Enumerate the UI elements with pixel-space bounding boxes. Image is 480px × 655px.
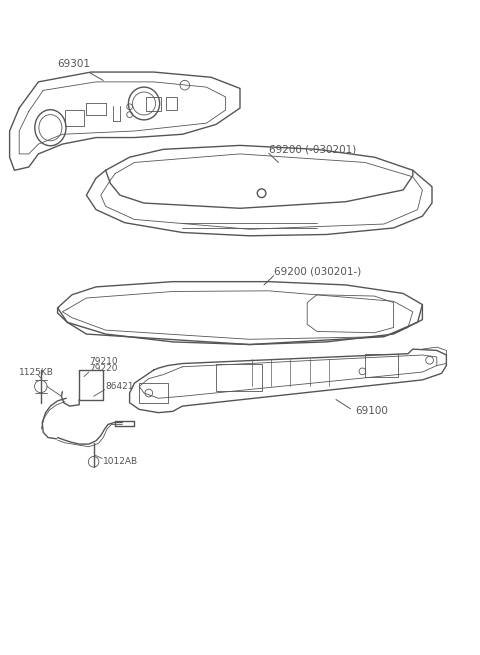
Text: 1012AB: 1012AB: [103, 457, 138, 466]
Text: 1125KB: 1125KB: [19, 367, 54, 377]
Text: 69200 (-030201): 69200 (-030201): [269, 144, 356, 155]
Bar: [365, 354, 398, 377]
Text: 69200 (030201-): 69200 (030201-): [274, 267, 361, 277]
Bar: [139, 383, 168, 403]
Text: 69301: 69301: [58, 58, 103, 81]
Bar: [216, 364, 262, 391]
Text: 79210: 79210: [89, 357, 118, 366]
Bar: [146, 97, 161, 111]
Text: 69100: 69100: [355, 406, 388, 417]
Text: 79220: 79220: [89, 364, 117, 373]
Bar: [65, 110, 84, 126]
Text: 86421: 86421: [106, 382, 134, 391]
Bar: [166, 97, 177, 110]
